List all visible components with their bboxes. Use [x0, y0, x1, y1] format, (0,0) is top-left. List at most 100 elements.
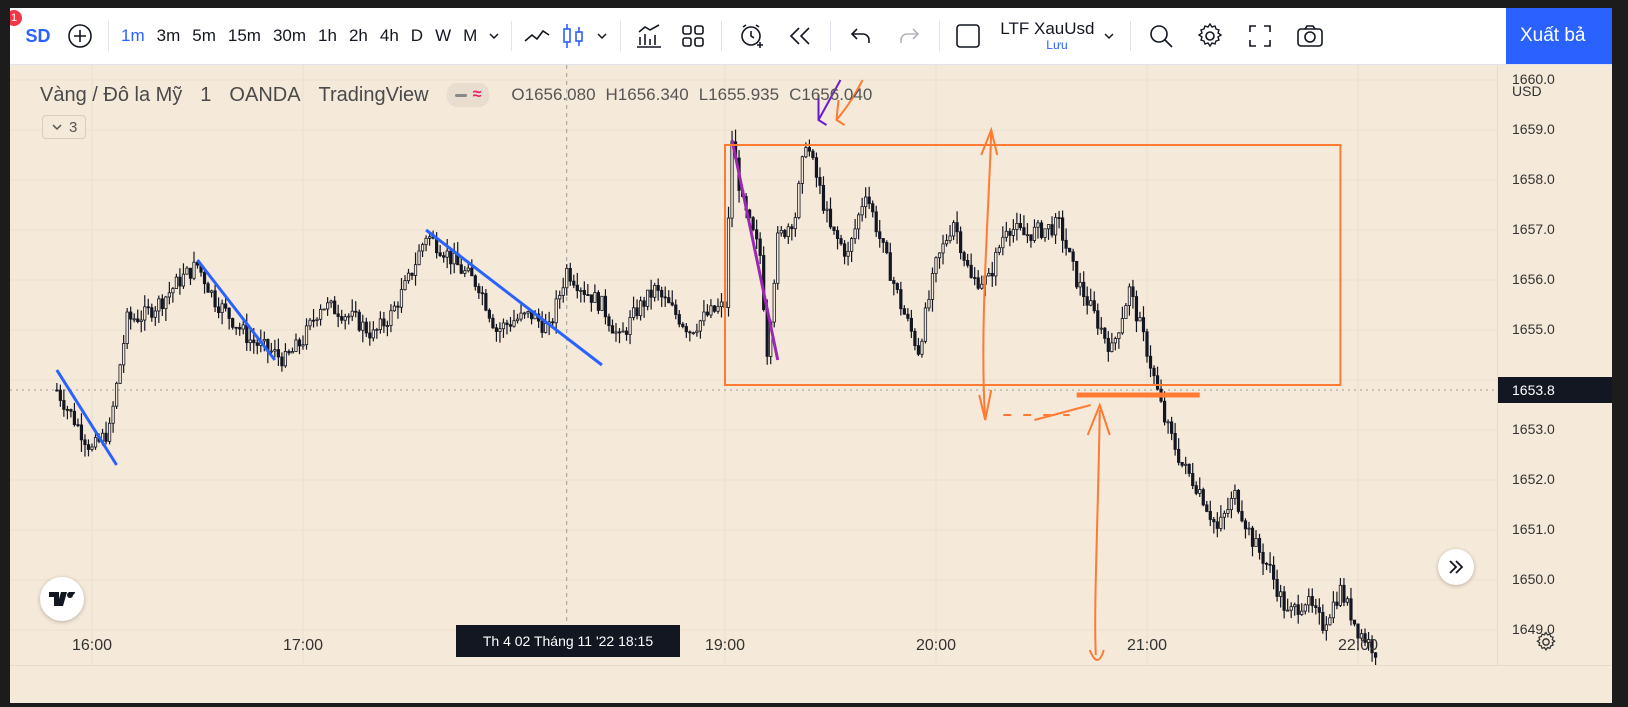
- timeframe-1m[interactable]: 1m: [121, 26, 145, 45]
- candle-body: [800, 156, 804, 184]
- candle-body: [1289, 606, 1293, 611]
- timeframe-3m[interactable]: 3m: [156, 26, 181, 45]
- layout-dropdown-icon[interactable]: [1094, 16, 1124, 56]
- candle-body: [1173, 432, 1177, 450]
- chart-type-dropdown-icon[interactable]: [590, 16, 614, 56]
- candle-body: [174, 276, 178, 289]
- candle-body: [413, 264, 418, 276]
- time-axis[interactable]: [10, 665, 1612, 703]
- candle-body: [607, 316, 611, 327]
- timeframe-2h[interactable]: 2h: [348, 26, 368, 45]
- candle-body: [1152, 367, 1156, 377]
- orange-pointer-arrow: [835, 79, 864, 121]
- timeframe-d[interactable]: D: [410, 26, 424, 45]
- candle-body: [730, 141, 734, 219]
- candle-body: [937, 252, 942, 259]
- undo-icon[interactable]: [837, 16, 885, 56]
- candle-body: [438, 252, 442, 257]
- candle-body: [1349, 598, 1353, 621]
- candle-body: [674, 304, 678, 315]
- candle-body: [561, 287, 565, 296]
- replay-rewind-icon[interactable]: [776, 16, 824, 56]
- alert-clock-icon[interactable]: [728, 16, 776, 56]
- candle-body: [565, 268, 569, 289]
- hide-series-icon[interactable]: [454, 93, 467, 97]
- redo-icon[interactable]: [885, 16, 933, 56]
- candle-body: [709, 305, 713, 316]
- price-tick: 1655.0: [1512, 321, 1555, 337]
- candle-body: [322, 308, 326, 311]
- timeframe-15m[interactable]: 15m: [227, 26, 261, 45]
- candle-body: [188, 267, 193, 279]
- fullscreen-icon[interactable]: [1235, 16, 1285, 56]
- candle-body: [1321, 612, 1325, 631]
- settings-gear-icon[interactable]: [1185, 16, 1235, 56]
- price-axis[interactable]: USD 1660.0 1659.0 1658.0 1657.0 1656.0 1655.0…: [1497, 65, 1612, 703]
- candle-body: [1134, 296, 1139, 322]
- candle-body: [375, 329, 379, 331]
- candle-body: [1082, 281, 1086, 298]
- candle-body: [663, 296, 667, 299]
- timeframe-m[interactable]: M: [463, 26, 478, 45]
- timeframe-w[interactable]: W: [435, 26, 452, 45]
- candle-body: [420, 244, 425, 252]
- scroll-to-realtime-button[interactable]: [1438, 549, 1474, 585]
- chart-pane[interactable]: Vàng / Đô la Mỹ 1 OANDA TradingView ≈ O1…: [10, 65, 1612, 703]
- price-tick: 1660.0: [1512, 71, 1555, 87]
- candle-body: [79, 424, 84, 441]
- timeframe-5m[interactable]: 5m: [192, 26, 216, 45]
- tradingview-logo[interactable]: [40, 577, 84, 621]
- publish-button[interactable]: Xuất bả: [1506, 8, 1612, 64]
- candle-body: [171, 288, 175, 294]
- indicators-collapse-toggle[interactable]: 3: [42, 115, 87, 139]
- candle-body: [354, 310, 358, 313]
- candle-body: [628, 317, 632, 335]
- legend-symbol-description[interactable]: Vàng / Đô la Mỹ: [40, 83, 183, 106]
- candle-body: [779, 229, 783, 234]
- candle-body: [477, 286, 481, 294]
- candle-body: [160, 298, 164, 310]
- candle-body: [304, 325, 309, 346]
- candle-body: [326, 302, 330, 310]
- candle-body: [639, 300, 643, 317]
- snapshot-camera-icon[interactable]: [1285, 16, 1335, 56]
- timeframe-4h[interactable]: 4h: [379, 26, 399, 45]
- layout-name-button[interactable]: LTF XauUsd Lưu: [1000, 16, 1094, 56]
- chart-settings-gear-icon[interactable]: [1535, 631, 1557, 659]
- candle-body: [726, 217, 731, 308]
- search-icon[interactable]: [1137, 16, 1185, 56]
- candle-body: [347, 315, 351, 318]
- candle-body: [1166, 421, 1170, 424]
- candle-body: [470, 267, 474, 277]
- indicators-icon[interactable]: [627, 16, 671, 56]
- templates-grid-icon[interactable]: [671, 16, 715, 56]
- candle-body: [906, 313, 910, 319]
- timeframe-1h[interactable]: 1h: [318, 26, 337, 45]
- candles-chart-type-icon[interactable]: [556, 16, 590, 56]
- candle-body: [811, 150, 815, 159]
- candle-body: [220, 303, 224, 314]
- line-chart-type-icon[interactable]: [518, 16, 556, 56]
- candle-body: [684, 326, 688, 333]
- legend-high: H1656.340: [605, 85, 689, 104]
- price-chart[interactable]: [10, 65, 1497, 665]
- candle-body: [508, 324, 513, 327]
- candle-body: [1317, 607, 1321, 613]
- candle-body: [603, 295, 608, 318]
- legend-buttons[interactable]: ≈: [446, 83, 490, 107]
- wave-icon[interactable]: ≈: [472, 86, 482, 103]
- compare-add-icon[interactable]: [58, 16, 102, 56]
- candle-series: [55, 129, 1378, 665]
- candle-body: [1110, 342, 1114, 352]
- timeframe-30m[interactable]: 30m: [272, 26, 307, 45]
- candle-body: [1296, 604, 1300, 615]
- currency-label[interactable]: USD: [1512, 83, 1542, 99]
- layout-square-icon[interactable]: [946, 16, 990, 56]
- toolbar-divider: [1130, 21, 1132, 51]
- candle-body: [269, 350, 273, 353]
- timeframe-dropdown-icon[interactable]: [483, 16, 505, 56]
- symbol-search-button[interactable]: SD: [25, 25, 51, 46]
- candle-body: [153, 310, 157, 318]
- chart-drawings[interactable]: [55, 79, 1342, 661]
- candle-body: [357, 311, 361, 331]
